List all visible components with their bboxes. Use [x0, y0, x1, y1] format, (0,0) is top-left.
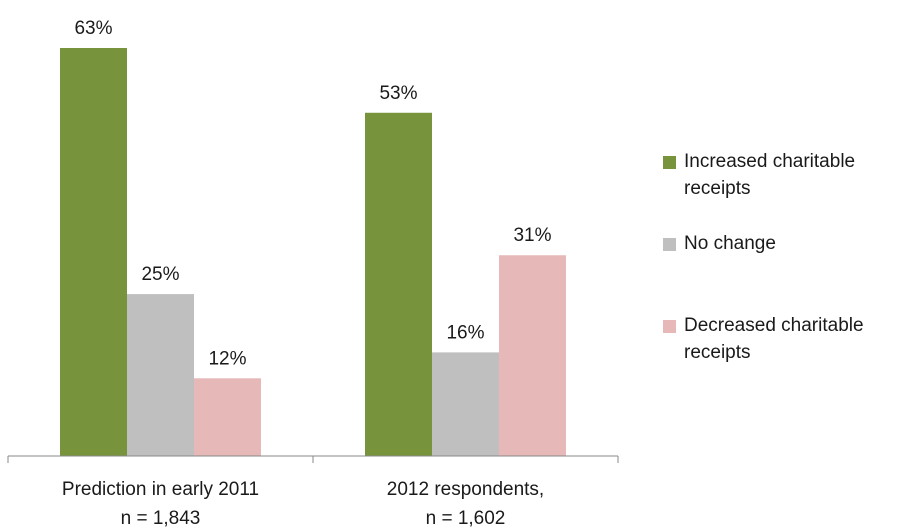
legend-swatch-no-change	[663, 238, 676, 251]
legend-item-increased: Increased charitable receipts	[663, 151, 914, 202]
bar	[365, 112, 432, 456]
legend-item-no-change: No change	[663, 233, 914, 257]
legend-swatch-increased	[663, 156, 676, 169]
data-label: 63%	[74, 18, 112, 39]
legend-label-no-change: No change	[684, 233, 776, 254]
category-label: n = 1,602	[426, 508, 506, 529]
category-label: 2012 respondents,	[387, 479, 544, 500]
bar	[60, 48, 127, 456]
bar	[499, 255, 566, 456]
legend-swatch-decreased	[663, 320, 676, 333]
legend-label-increased: Increased charitable receipts	[684, 151, 856, 199]
bar	[127, 294, 194, 456]
bar	[194, 378, 261, 456]
data-label: 31%	[513, 225, 551, 246]
bar	[432, 352, 499, 456]
data-label: 25%	[141, 264, 179, 285]
legend-label-decreased: Decreased charitable receipts	[684, 315, 864, 363]
legend-item-decreased: Decreased charitable receipts	[663, 315, 914, 366]
data-label: 16%	[446, 322, 484, 343]
category-label: Prediction in early 2011	[62, 479, 259, 500]
category-label: n = 1,843	[121, 508, 201, 529]
data-label: 53%	[379, 83, 417, 104]
data-label: 12%	[208, 348, 246, 369]
